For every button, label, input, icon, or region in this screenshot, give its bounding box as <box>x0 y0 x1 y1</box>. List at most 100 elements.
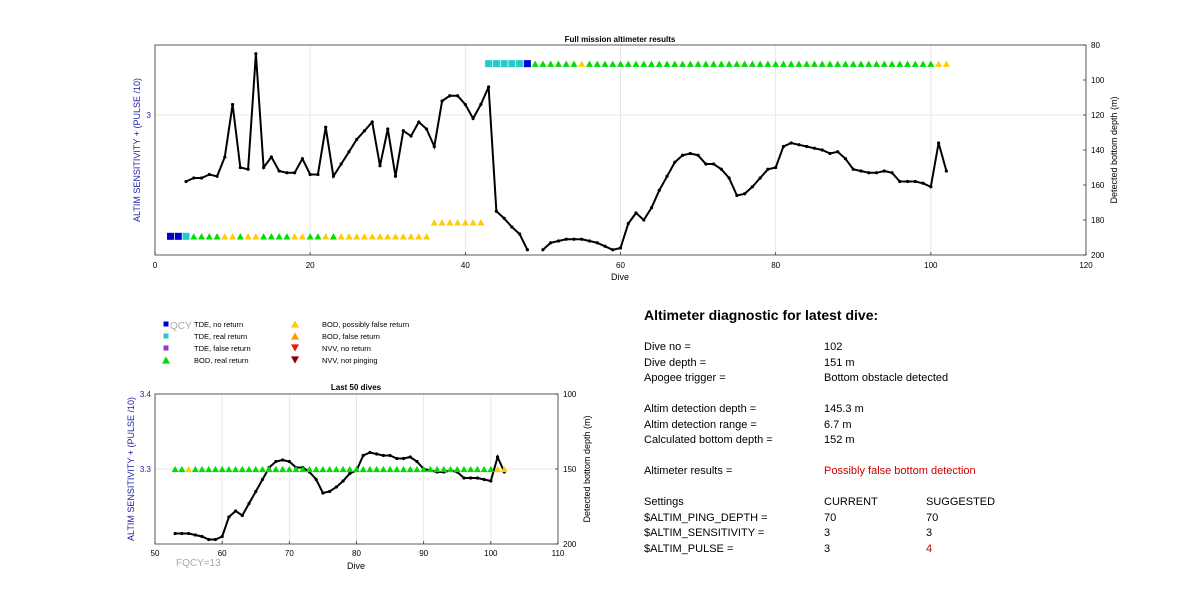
bottom-depth-point <box>712 162 716 166</box>
altimeter-marker <box>539 60 547 67</box>
bottom-depth-point <box>184 179 188 184</box>
altimeter-marker <box>232 465 240 473</box>
legend-marker <box>163 321 169 327</box>
legend-label: TDE, real return <box>194 332 247 341</box>
bottom-depth-point <box>355 137 359 142</box>
altimeter-marker <box>834 60 842 67</box>
altimeter-marker <box>420 465 428 473</box>
altimeter-marker <box>305 465 313 473</box>
bottom-depth-point <box>541 248 545 252</box>
fqcy-overlay-text: FQCY=13 <box>176 558 221 569</box>
bottom-depth-point <box>649 206 654 210</box>
bottom-depth-point <box>192 176 196 180</box>
altimeter-marker <box>198 465 206 473</box>
altimeter-results-label: Altimeter results = <box>644 465 733 477</box>
bottom-depth-point <box>281 458 285 462</box>
altimeter-marker <box>741 60 749 67</box>
main-chart-ylabel-left: ALTIM SENSITIVITY + (PULSE /10) <box>132 78 142 222</box>
bottom-depth-point <box>173 531 177 536</box>
bottom-depth-point <box>611 248 615 252</box>
altimeter-marker <box>211 465 219 473</box>
bottom-depth-point <box>518 232 522 236</box>
bottom-depth-point <box>680 153 685 157</box>
left-tick-label: 3 <box>147 111 152 120</box>
altimeter-marker <box>337 233 345 240</box>
left-tick-label: 3.4 <box>140 390 152 399</box>
altimeter-marker <box>379 465 387 473</box>
right-tick-label: 200 <box>1091 251 1105 260</box>
bottom-depth-line <box>542 141 948 251</box>
altimeter-marker <box>440 465 448 473</box>
legend-marker <box>291 332 299 340</box>
altimeter-marker <box>508 60 516 68</box>
altimeter-marker <box>386 465 394 473</box>
altimeter-marker <box>927 60 935 67</box>
altimeter-marker <box>873 60 881 67</box>
altimeter-marker <box>423 233 431 240</box>
bottom-depth-point <box>260 477 265 482</box>
altimeter-marker <box>245 465 253 473</box>
altimeter-marker <box>306 233 314 240</box>
bottom-depth-point <box>300 157 305 161</box>
altimeter-marker <box>376 233 384 240</box>
altimeter-marker <box>911 60 919 67</box>
altimeter-marker <box>190 233 198 240</box>
right-tick-label: 150 <box>563 465 577 474</box>
bottom-depth-point <box>704 162 708 166</box>
bottom-depth-point <box>308 172 312 177</box>
bottom-depth-point <box>843 157 848 161</box>
right-tick-label: 80 <box>1091 41 1100 50</box>
altimeter-marker <box>547 60 555 67</box>
altimeter-marker <box>198 233 206 240</box>
bottom-depth-point <box>220 534 224 539</box>
altimeter-marker <box>655 60 663 67</box>
altimeter-marker <box>415 233 423 240</box>
altim-detection-depth-value: 145.3 m <box>824 403 864 415</box>
main-chart-plot <box>167 52 950 252</box>
right-tick-label: 120 <box>1091 111 1105 120</box>
x-tick-label: 100 <box>484 549 498 558</box>
right-tick-label: 140 <box>1091 146 1105 155</box>
altimeter-marker <box>896 60 904 67</box>
legend-marker <box>291 320 299 328</box>
bottom-depth-point <box>230 102 235 107</box>
bottom-depth-point <box>828 151 832 156</box>
altimeter-marker <box>803 60 811 67</box>
bottom-depth-point <box>482 477 486 482</box>
altimeter-marker <box>523 60 531 68</box>
small-chart-title: Last 50 dives <box>331 383 382 392</box>
dive-depth-label: Dive depth = <box>644 357 707 369</box>
bottom-depth-point <box>368 450 372 455</box>
bottom-depth-point <box>370 120 374 124</box>
altimeter-marker <box>258 465 266 473</box>
bottom-depth-point <box>487 85 491 89</box>
altimeter-marker <box>171 465 179 473</box>
dive-depth-value: 151 m <box>824 357 855 369</box>
bottom-depth-point <box>921 181 925 185</box>
bottom-depth-point <box>339 162 343 166</box>
altimeter-marker <box>433 465 441 473</box>
altimeter-marker <box>265 465 273 473</box>
bottom-depth-point <box>240 513 244 518</box>
altimeter-marker <box>279 465 287 473</box>
bottom-depth-point <box>564 237 568 241</box>
x-tick-label: 110 <box>552 549 565 558</box>
bottom-depth-point <box>287 459 291 464</box>
bottom-depth-point <box>766 167 770 171</box>
apogee-trigger-value: Bottom obstacle detected <box>824 372 949 384</box>
bottom-depth-point <box>618 246 623 250</box>
bottom-depth-point <box>334 485 338 489</box>
altimeter-marker <box>469 219 477 226</box>
x-tick-label: 60 <box>218 549 227 558</box>
bottom-depth-point <box>495 455 500 459</box>
altimeter-results-value: Possibly false bottom detection <box>824 465 976 477</box>
bottom-depth-point <box>882 169 886 173</box>
bottom-depth-line <box>175 451 506 541</box>
altimeter-marker <box>694 60 702 67</box>
settings-label: Settings <box>644 496 684 508</box>
bottom-depth-point <box>361 453 365 458</box>
bottom-depth-point <box>572 237 576 241</box>
bottom-depth-point <box>727 176 731 180</box>
bottom-depth-point <box>415 459 419 464</box>
bottom-depth-point <box>463 102 467 107</box>
